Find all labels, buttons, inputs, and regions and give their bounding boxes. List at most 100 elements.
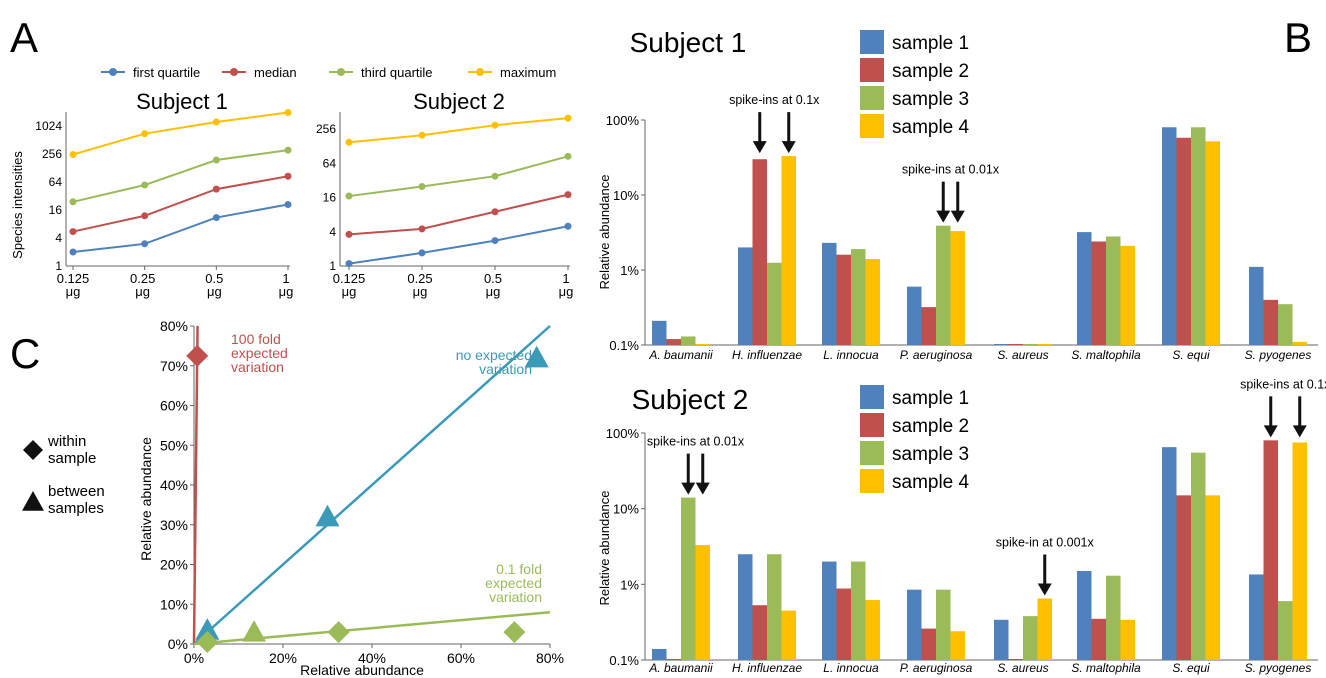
panel-a-point-0-3-0 bbox=[69, 150, 77, 158]
panel-c-xlabel: Relative abundance bbox=[300, 662, 424, 678]
panel-c-xtick-4: 80% bbox=[536, 650, 564, 666]
panel-b-bar-0-0-6 bbox=[1162, 127, 1177, 345]
panel-b-bar-0-3-1 bbox=[781, 156, 796, 345]
panel-b-legend-label-1-1: sample 2 bbox=[892, 416, 969, 437]
panel-b-bar-1-2-2 bbox=[851, 561, 866, 660]
panel-b-category-1-1: H. influenzae bbox=[732, 661, 802, 675]
panel-a-ytick-0-1: 4 bbox=[55, 231, 62, 245]
panel-b-ytick-1-2: 10% bbox=[613, 502, 639, 517]
panel-a-point-1-0-3 bbox=[564, 222, 572, 230]
panel-b-arrow-1-0-1-head bbox=[695, 482, 710, 495]
panel-b-annotation-1-1: spike-in at 0.001x bbox=[996, 535, 1095, 549]
panel-b-bar-0-3-3 bbox=[950, 231, 965, 345]
panel-a-xtick-1-3: 1 μg bbox=[559, 271, 574, 299]
panel-a-series-line-1-1 bbox=[348, 193, 569, 236]
panel-b-bar-1-1-4 bbox=[1008, 659, 1023, 660]
panel-a-point-1-0-2 bbox=[491, 237, 499, 245]
panel-b-category-1-5: S. maltophila bbox=[1071, 661, 1141, 675]
panel-a-point-0-3-1 bbox=[141, 130, 149, 138]
panel-b-bar-1-2-1 bbox=[767, 554, 782, 660]
panel-b-bar-0-2-0 bbox=[681, 336, 696, 345]
panel-b-arrow-0-1-0-head bbox=[936, 210, 951, 223]
panel-b-bar-0-0-7 bbox=[1249, 266, 1264, 345]
panel-a-ytick-1-2: 16 bbox=[323, 191, 337, 205]
panel-b-bar-0-0-2 bbox=[822, 242, 837, 345]
panel-a-series-line-1-0 bbox=[348, 225, 569, 265]
panel-a-subplot-title-1: Subject 2 bbox=[413, 89, 505, 114]
legend-a-label-0: first quartile bbox=[133, 65, 200, 80]
panel-b-legend-swatch-1-3 bbox=[860, 469, 884, 493]
panel-c-ytick-5: 50% bbox=[160, 437, 188, 453]
panel-c-legend-diamond bbox=[23, 440, 43, 460]
legend-a-marker-2 bbox=[337, 68, 345, 76]
panel-a-series-line-1-2 bbox=[348, 155, 569, 198]
panel-b-bar-1-3-2 bbox=[865, 600, 880, 660]
panel-b-subplot-title-0: Subject 1 bbox=[630, 27, 747, 58]
panel-a-series-line-0-3 bbox=[72, 111, 289, 156]
panel-b-legend-label-0-1: sample 2 bbox=[892, 61, 969, 82]
panel-c-point-4 bbox=[196, 631, 219, 654]
panel-b-legend-swatch-1-1 bbox=[860, 413, 884, 437]
panel-b-category-0-1: H. influenzae bbox=[732, 348, 802, 362]
panel-b-bar-0-2-1 bbox=[767, 262, 782, 345]
panel-a-point-0-2-0 bbox=[69, 198, 77, 206]
panel-a-point-0-1-2 bbox=[212, 185, 220, 193]
panel-b-annotation-1-2: spike-ins at 0.1x bbox=[1240, 377, 1326, 391]
panel-b-arrow-0-0-0-head bbox=[752, 141, 767, 154]
panel-a-line-charts: first quartile median third quartile maximu… bbox=[10, 65, 573, 299]
panel-b-bar-1-1-2 bbox=[836, 588, 851, 660]
panel-b-category-0-2: L. innocua bbox=[823, 348, 879, 362]
panel-c-fit-line-0 bbox=[192, 325, 199, 645]
panel-b-bar-0-3-5 bbox=[1120, 245, 1135, 345]
panel-a-series-line-1-3 bbox=[348, 117, 569, 144]
panel-b-arrow-1-0-0-head bbox=[681, 482, 696, 495]
panel-a-point-1-1-0 bbox=[345, 230, 353, 238]
panel-b-bar-1-2-0 bbox=[681, 497, 696, 660]
panel-b-category-0-4: S. aureus bbox=[997, 348, 1048, 362]
panel-b-category-0-0: A. baumanii bbox=[648, 348, 713, 362]
panel-a-series-line-0-0 bbox=[72, 203, 289, 253]
panel-c-point-5 bbox=[242, 620, 267, 642]
panel-b-legend-swatch-0-1 bbox=[860, 58, 884, 82]
panel-c-point-3 bbox=[195, 618, 220, 640]
panel-a-point-1-3-2 bbox=[491, 121, 499, 129]
panel-c-line-label-1: no expected variation bbox=[456, 347, 532, 377]
panel-b-ylabel-1: Relative abundance bbox=[597, 491, 612, 606]
panel-a-point-0-1-1 bbox=[141, 212, 149, 220]
legend-a-marker-3 bbox=[476, 68, 484, 76]
panel-a-point-1-3-3 bbox=[564, 114, 572, 122]
legend-a-marker-0 bbox=[109, 68, 117, 76]
panel-a-point-1-2-1 bbox=[418, 183, 426, 191]
panel-c-legend-triangle bbox=[22, 491, 44, 511]
panel-b-category-0-7: S. pyogenes bbox=[1245, 348, 1312, 362]
panel-b-bar-1-0-0 bbox=[652, 648, 667, 660]
panel-a-ytick-1-3: 64 bbox=[323, 156, 337, 170]
panel-a-ytick-0-5: 1024 bbox=[35, 119, 62, 133]
panel-a-point-1-2-2 bbox=[491, 172, 499, 180]
panel-a-ytick-1-1: 4 bbox=[329, 225, 336, 239]
panel-a-point-0-0-1 bbox=[141, 240, 149, 248]
panel-b-arrow-0-1-1-head bbox=[950, 210, 965, 223]
legend-a-label-3: maximum bbox=[500, 65, 556, 80]
panel-b-legend-label-0-0: sample 1 bbox=[892, 33, 969, 54]
panel-b-bar-0-2-6 bbox=[1191, 127, 1206, 345]
panel-a-point-0-3-3 bbox=[284, 108, 292, 116]
panel-b-legend-swatch-0-0 bbox=[860, 30, 884, 54]
panel-b-bar-0-1-0 bbox=[666, 339, 681, 345]
panel-b-ytick-0-2: 10% bbox=[613, 188, 639, 203]
panel-b-bar-0-3-7 bbox=[1292, 341, 1307, 345]
panel-label-a: A bbox=[10, 14, 38, 61]
panel-a-point-0-3-2 bbox=[212, 118, 220, 126]
panel-b-bar-1-2-3 bbox=[936, 589, 951, 660]
panel-a-point-1-1-2 bbox=[491, 208, 499, 216]
panel-b-annotation-0-0: spike-ins at 0.1x bbox=[729, 93, 820, 107]
panel-b-bar-0-1-2 bbox=[836, 254, 851, 345]
panel-a-point-0-2-1 bbox=[141, 181, 149, 189]
panel-b-bar-charts: Subject 1 sample 1 sample 2 sample 3 sample … bbox=[597, 27, 1326, 675]
panel-a-point-1-2-3 bbox=[564, 152, 572, 160]
panel-c-ytick-4: 40% bbox=[160, 477, 188, 493]
panel-b-bar-0-3-4 bbox=[1037, 344, 1052, 345]
panel-a-series-line-0-2 bbox=[72, 149, 289, 203]
panel-b-arrow-0-0-1-head bbox=[781, 141, 796, 154]
panel-b-bar-0-0-1 bbox=[738, 247, 753, 345]
